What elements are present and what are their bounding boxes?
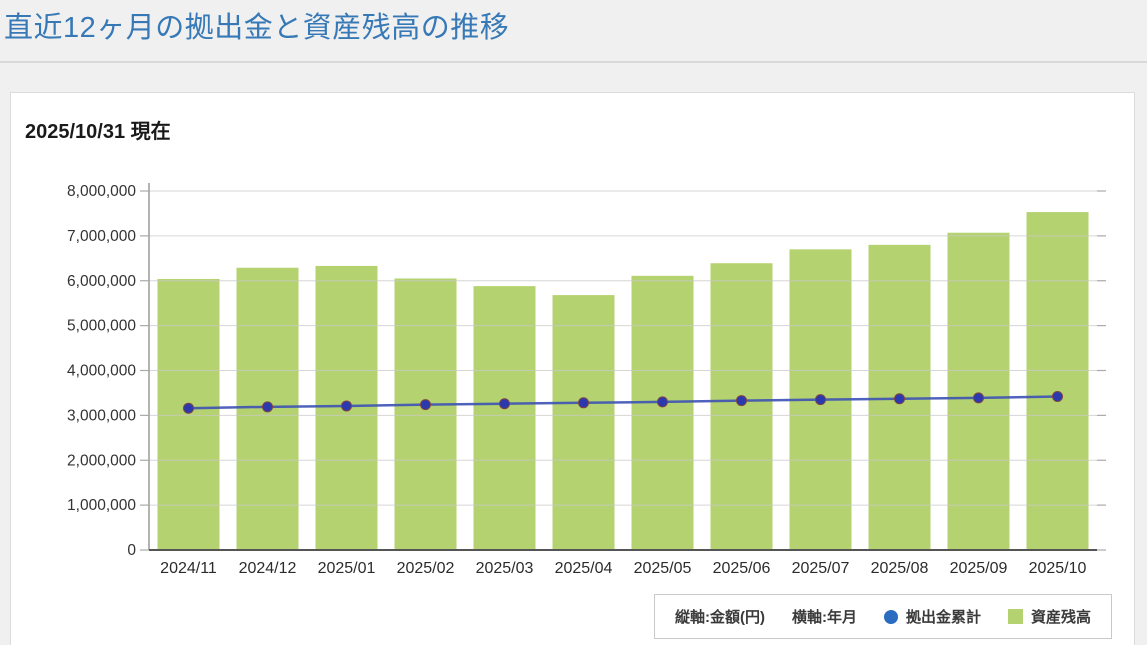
y-axis-tick-label: 6,000,000 (67, 273, 136, 290)
y-axis-tick-label: 2,000,000 (67, 452, 136, 469)
legend-item-asset-balance: 資産残高 (1007, 606, 1091, 627)
x-axis-tick-label: 2025/06 (713, 560, 771, 577)
x-axis-tick-label: 2025/10 (1029, 560, 1087, 577)
x-axis-tick-label: 2025/03 (476, 560, 534, 577)
asset-balance-bar (710, 263, 773, 550)
x-axis-tick-label: 2024/11 (160, 560, 217, 577)
asset-balance-bar (394, 278, 457, 550)
as-of-date-label: 2025/10/31 現在 (25, 121, 171, 143)
x-axis-tick-label: 2025/04 (555, 560, 613, 577)
x-axis-tick-label: 2025/02 (397, 560, 455, 577)
contribution-point (578, 397, 589, 409)
contribution-point (183, 402, 194, 414)
legend-vertical-axis-note: 縦軸:金額(円) (674, 609, 765, 626)
contribution-point (262, 401, 273, 413)
contribution-point (341, 400, 352, 412)
y-axis-tick-label: 1,000,000 (67, 497, 136, 514)
y-axis-tick-label: 8,000,000 (67, 183, 136, 200)
x-axis-tick-label: 2025/01 (318, 560, 376, 577)
asset-balance-bar (157, 278, 220, 550)
asset-balance-bar (1026, 212, 1089, 550)
y-axis-tick-label: 7,000,000 (67, 228, 136, 245)
x-axis-tick-label: 2024/12 (239, 560, 297, 577)
legend-asset-balance-label: 資産残高 (1030, 609, 1091, 626)
x-axis-tick-label: 2025/09 (950, 560, 1008, 577)
contribution-series-dot-icon (883, 609, 898, 624)
chart-area: 0 1,000,000 2,000,000 3,000,000 4,000,000 5,0… (11, 93, 1134, 645)
x-axis-tick-label: 2025/05 (634, 560, 692, 577)
page-title: 直近12ヶ月の拠出金と資産残高の推移 (4, 12, 510, 44)
contribution-point (657, 396, 668, 408)
x-axis-tick-label: 2025/07 (792, 560, 850, 577)
asset-balance-series-square-icon (1007, 609, 1023, 624)
asset-balance-bar (947, 232, 1010, 550)
legend-horizontal-axis-note: 横軸:年月 (791, 609, 857, 626)
chart-legend: 縦軸:金額(円) 横軸:年月 拠出金累計 資産残高 (653, 594, 1112, 639)
contribution-point (499, 398, 510, 410)
chart-card: 2025/10/31 現在 0 1,000,000 2,000,000 3,000,0… (10, 92, 1135, 645)
asset-balance-bar (552, 295, 615, 550)
legend-contribution-label: 拠出金累計 (905, 609, 981, 626)
y-axis-tick-label: 5,000,000 (67, 318, 136, 335)
contribution-point (736, 395, 747, 407)
contribution-line (188, 395, 1058, 410)
legend-item-contributions: 拠出金累計 (883, 606, 981, 627)
y-axis-tick-label: 0 (127, 542, 136, 559)
contribution-point (1052, 391, 1063, 403)
y-axis-tick-label: 3,000,000 (67, 407, 136, 424)
asset-balance-bar (473, 286, 536, 550)
contribution-point (420, 399, 431, 411)
asset-balance-bar (631, 275, 694, 550)
trend-chart-canvas: 0 1,000,000 2,000,000 3,000,000 4,000,000 5,0… (67, 183, 1106, 577)
contribution-point (815, 394, 826, 406)
contribution-point (973, 392, 984, 404)
contribution-point (894, 393, 905, 405)
title-underline (0, 61, 1147, 63)
x-axis-tick-label: 2025/08 (871, 560, 929, 577)
y-axis-tick-label: 4,000,000 (67, 363, 136, 380)
